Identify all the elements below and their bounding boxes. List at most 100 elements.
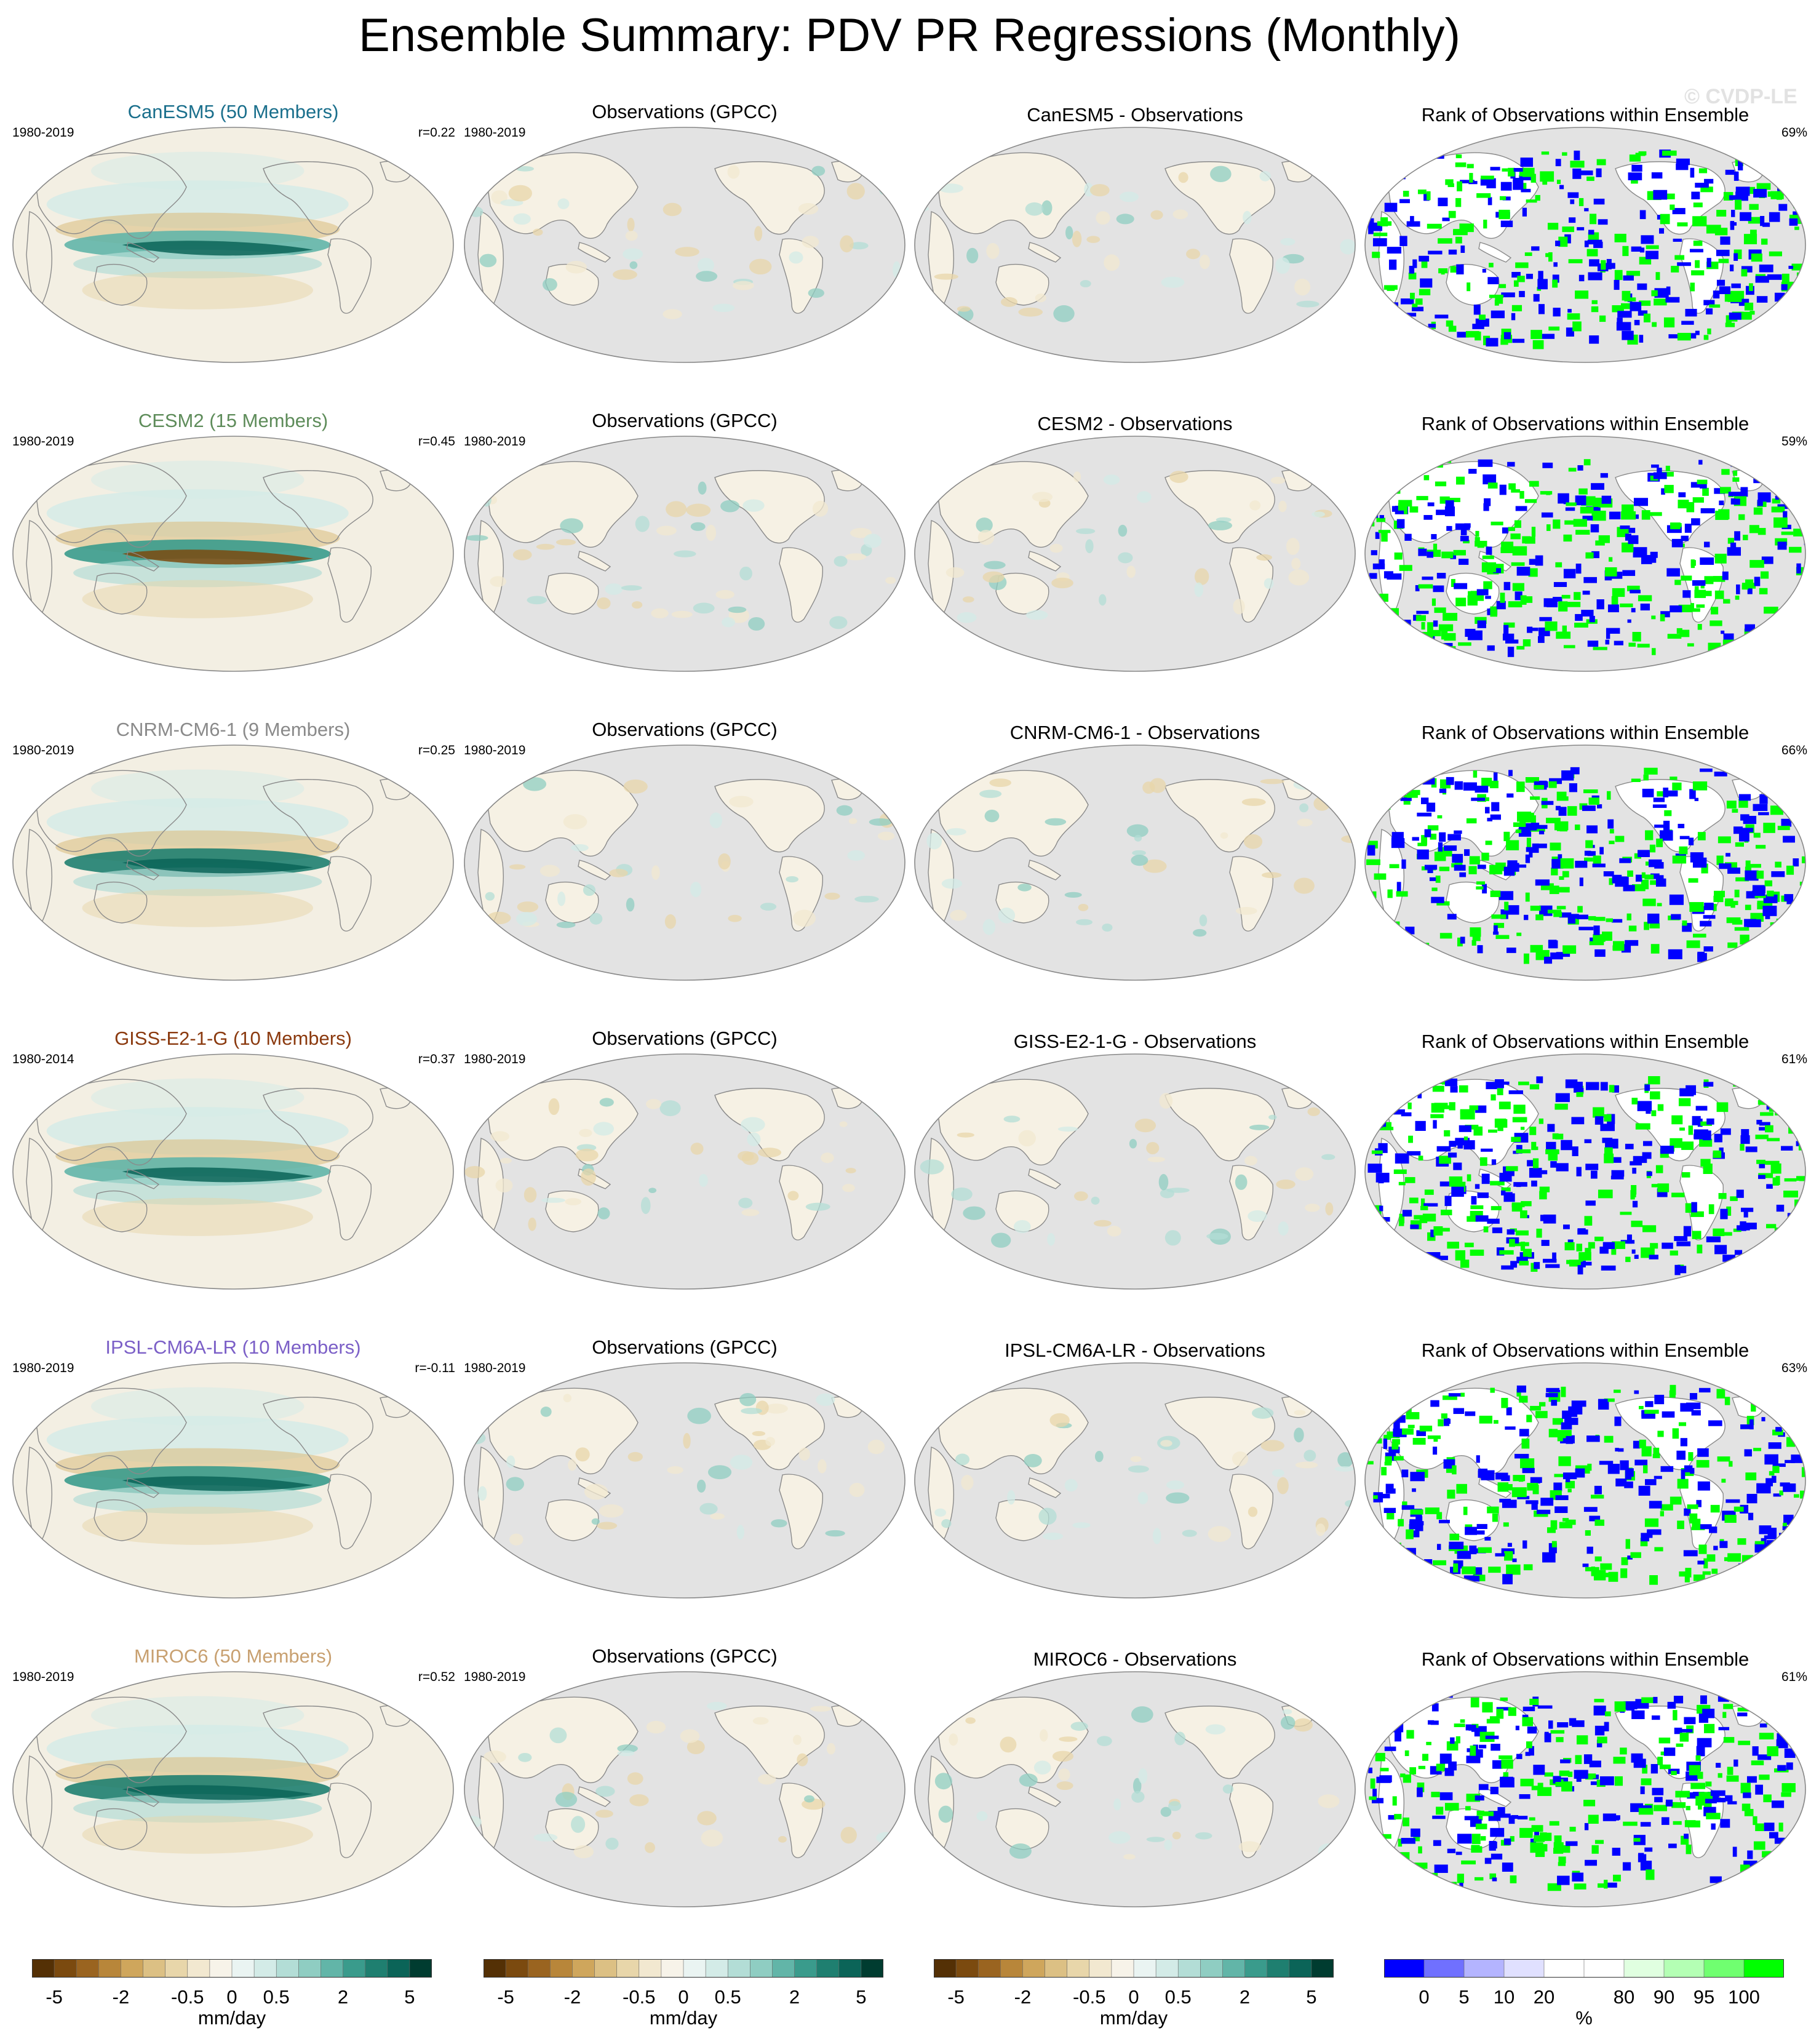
obs-map [464,1671,906,1907]
colorbar-swatch [143,1959,166,1978]
anomaly-band [73,1176,322,1205]
colorbar-swatch [794,1959,818,1978]
rank-map [1364,127,1806,363]
obs-panel-title: Observations (GPCC) [592,1645,778,1667]
land-anomaly-patches [466,481,896,631]
colorbar-swatch [616,1959,640,1978]
colorbar-tick-label: 0.5 [714,1986,741,2008]
colorbar-tick-label: -0.5 [1073,1986,1106,2008]
obs-panel-title: Observations (GPCC) [592,410,778,431]
obs-map [464,745,906,981]
watermark: © CVDP-LE [1684,85,1797,108]
colorbar-unit-label: mm/day [1099,2007,1168,2029]
pattern-correlation: r=0.52 [418,1670,455,1684]
diff-map [914,1671,1356,1907]
colorbar-swatch [1463,1959,1505,1978]
colorbar-tick-label: -2 [1014,1986,1032,2008]
model-map [12,1053,454,1290]
rank-percent: 69% [1781,126,1807,140]
colorbar-swatch [1177,1959,1201,1978]
colorbar-tick-label: 100 [1728,1986,1760,2008]
colorbar-tick-label: 5 [1459,1986,1470,2008]
colorbar-swatch [772,1959,795,1978]
pattern-correlation: r=0.22 [418,126,455,140]
colorbar-swatch [1384,1959,1425,1978]
model-period: 1980-2014 [12,1052,74,1066]
colorbar-swatch [76,1959,100,1978]
colorbar-swatch [121,1959,144,1978]
model-map [12,436,454,672]
land-anomaly-patches [925,471,1332,623]
pattern-correlation: r=0.37 [418,1052,455,1066]
land-anomaly-patches [934,1706,1355,1861]
colorbar-swatch [1267,1959,1290,1978]
diff-panel-title: CNRM-CM6-1 - Observations [1009,722,1260,743]
colorbar-tick-label: -5 [497,1986,514,2008]
colorbar-tick-label: 2 [1239,1986,1251,2008]
anomaly-band [82,1506,313,1545]
model-panel-title: IPSL-CM6A-LR (10 Members) [105,1336,361,1358]
colorbar-swatch [1311,1959,1334,1978]
colorbar-swatch [683,1959,706,1978]
anomaly-band [73,1794,322,1823]
colorbar-swatch [1000,1959,1024,1978]
rank-map [1364,436,1806,672]
rank-map [1364,1053,1806,1290]
diff-map [914,127,1356,363]
obs-period: 1980-2019 [464,743,526,757]
colorbar-tick-label: 5 [404,1986,415,2008]
colorbar-swatch [484,1959,506,1978]
colorbar-swatch [409,1959,432,1978]
diff-map [914,745,1356,981]
model-period: 1980-2019 [12,743,74,757]
colorbar-swatch [1244,1959,1268,1978]
diff-map [914,1053,1356,1290]
rank-percent: 66% [1781,743,1807,757]
colorbar-swatch [1423,1959,1465,1978]
equatorial-anomaly [122,858,313,874]
anomaly-band [90,460,304,499]
colorbar-swatch [387,1959,410,1978]
anomaly-band [90,1078,304,1117]
colorbar-tick-label: 5 [856,1986,867,2008]
colorbar-swatch [1022,1959,1046,1978]
rank-panel-title: Rank of Observations within Ensemble [1421,722,1749,743]
model-map [12,1362,454,1599]
figure-title: Ensemble Summary: PDV PR Regressions (Mo… [359,9,1460,62]
colorbar-tick-label: 90 [1653,1986,1675,2008]
colorbar-swatch [750,1959,773,1978]
colorbar-swatch [298,1959,322,1978]
equatorial-anomaly [122,1785,313,1800]
obs-map [464,1362,906,1599]
obs-panel-title: Observations (GPCC) [592,101,778,122]
colorbar-tick-label: 0.5 [263,1986,290,2008]
rank-panel-title: Rank of Observations within Ensemble [1421,1031,1749,1052]
colorbar-swatch [1133,1959,1156,1978]
colorbar-swatch [187,1959,210,1978]
colorbar-swatch [1503,1959,1545,1978]
model-panel-title: CESM2 (15 Members) [138,410,328,431]
model-map [12,1671,454,1907]
colorbar-swatch [32,1959,55,1978]
colorbar-swatch [1067,1959,1090,1978]
anomaly-band [90,151,304,190]
colorbar-swatch [365,1959,388,1978]
colorbar-swatch [527,1959,551,1978]
equatorial-anomaly [122,549,313,565]
anomaly-band [82,888,313,927]
anomaly-band [82,271,313,309]
colorbar-swatch [838,1959,862,1978]
colorbar-tick-label: -5 [46,1986,63,2008]
rank-panel-title: Rank of Observations within Ensemble [1421,104,1749,126]
regression-colorbar [934,1959,1334,1978]
rank-percent: 59% [1781,434,1807,449]
colorbar-swatch [320,1959,344,1978]
anomaly-band [90,1387,304,1426]
colorbar-swatch [816,1959,840,1978]
pattern-correlation: r=0.45 [418,434,455,449]
rank-percent: 63% [1781,1361,1807,1375]
diff-panel-title: MIROC6 - Observations [1033,1648,1237,1670]
colorbar-swatch [977,1959,1001,1978]
colorbar-swatch [572,1959,595,1978]
colorbar-swatch [1200,1959,1224,1978]
